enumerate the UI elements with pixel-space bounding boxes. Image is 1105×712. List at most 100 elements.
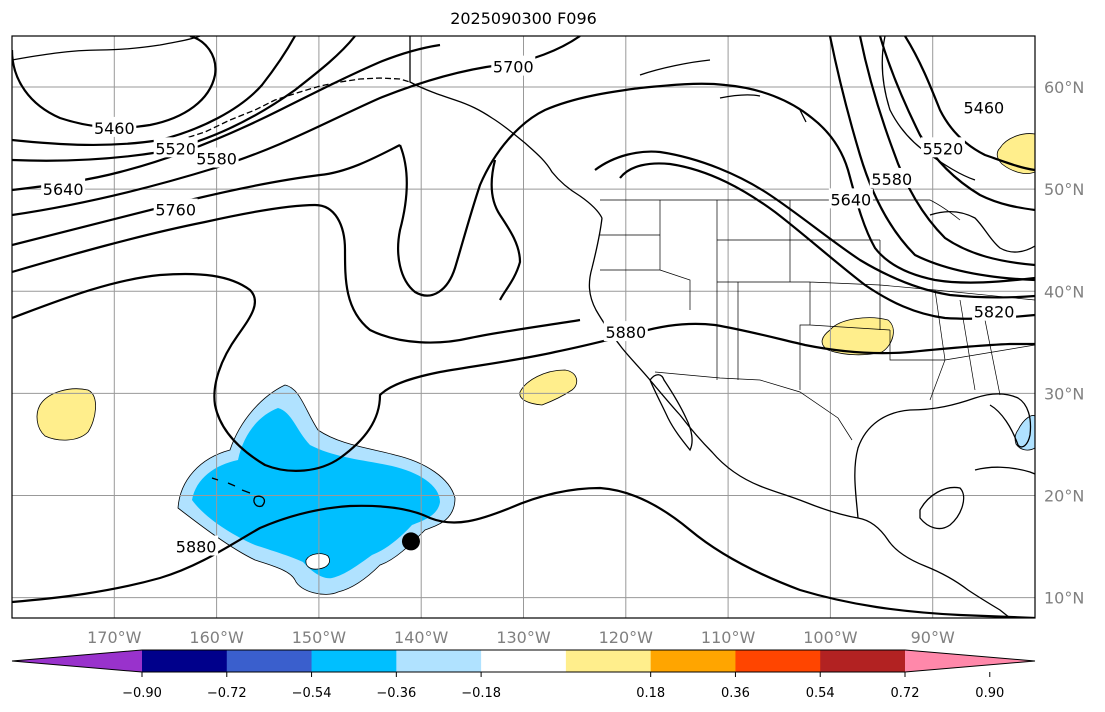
positive-anomaly-quebec: [996, 133, 1035, 174]
colorbar-segment: [650, 650, 736, 672]
chart-title: 2025090300 F096: [450, 9, 597, 28]
colorbar-tick-label: −0.18: [461, 686, 501, 701]
colorbar-segment: [311, 650, 397, 672]
contour-5820-east: [619, 162, 1035, 320]
contour-label: 5880: [176, 538, 217, 557]
cuba: [974, 466, 1035, 475]
colorbar-segment: [481, 650, 567, 672]
contour-label-bg: [153, 137, 198, 158]
contour-label: 5700: [493, 58, 534, 77]
hudson-bay: [881, 36, 976, 181]
contour-label-bg: [153, 198, 198, 219]
colorbar-extend-low: [12, 650, 142, 672]
lon-tick-label: 170°W: [87, 628, 142, 647]
lon-tick-label: 150°W: [292, 628, 347, 647]
contour-5520-east: [878, 36, 1035, 212]
contour-5460-west: [12, 36, 217, 129]
west-coast: [588, 217, 1011, 618]
colorbar-tick-label: 0.36: [721, 686, 750, 701]
siberia-coast: [12, 36, 201, 61]
map-frame: [11, 35, 1036, 619]
colorbar: −0.90 −0.72 −0.54 −0.36 −0.18 0.18 0.36 0.54 0.7…: [11, 649, 1036, 701]
contour-label-bg: [828, 188, 873, 209]
us-mexico-border: [654, 371, 853, 441]
lon-tick-label: 140°W: [394, 628, 449, 647]
colorbar-segment: [820, 650, 906, 672]
contour-5580-west: [12, 36, 356, 162]
colorbar-tick-label: −0.36: [376, 686, 416, 701]
contour-label: 5820: [974, 303, 1015, 322]
contour-labels: 5460552055805640576057005460552055805640…: [41, 55, 1017, 557]
colorbar-tick-label: 0.72: [891, 686, 920, 701]
negative-anomaly-deep: [192, 408, 440, 579]
colorbar-segment: [565, 650, 652, 672]
lat-tick-label: 60°N: [1044, 78, 1084, 97]
lon-tick-label: 130°W: [496, 628, 551, 647]
aleutian-islands: [154, 77, 411, 151]
us-canada-border: [600, 199, 961, 221]
political-borders: [409, 36, 1035, 441]
contour-label-bg: [491, 55, 536, 76]
contour-label: 5640: [43, 180, 84, 199]
great-lakes: [929, 210, 1035, 253]
lat-tick-label: 10°N: [1044, 589, 1084, 608]
contour-5880-hawaii: [12, 272, 1035, 472]
lon-tick-label: 160°W: [189, 628, 244, 647]
contour-label: 5580: [196, 150, 237, 169]
coastlines: [12, 36, 1035, 618]
colorbar-tick-label: 0.54: [806, 686, 835, 701]
contour-label-bg: [961, 96, 1006, 117]
contour-label: 5520: [923, 139, 964, 158]
storm-center-marker: [401, 532, 420, 551]
contour-label: 5460: [963, 98, 1004, 117]
arctic-islands: [639, 59, 807, 123]
positive-anomaly-mid-pacific: [36, 388, 96, 441]
positive-anomaly-baja: [519, 369, 578, 406]
lon-tick-label: 110°W: [701, 628, 756, 647]
lat-tick-label: 20°N: [1044, 486, 1084, 505]
axis-labels: 170°W 160°W 150°W 140°W 130°W 120°W 110°W 100°W…: [87, 78, 1084, 647]
negative-anomaly-hole: [305, 553, 330, 570]
contour-5580-east: [858, 36, 1035, 267]
lat-tick-label: 40°N: [1044, 282, 1084, 301]
contour-label: 5580: [871, 170, 912, 189]
baja-california: [649, 374, 693, 452]
alaska-coast: [409, 36, 603, 219]
contour-label-bg: [920, 137, 965, 158]
contour-label-bg: [603, 321, 648, 342]
colorbar-tick-label: −0.54: [292, 686, 332, 701]
hawaii-islands: [211, 477, 266, 508]
contour-label: 5520: [155, 139, 196, 158]
contour-5880-south: [12, 486, 1035, 618]
contour-5700-trough: [397, 82, 1035, 297]
contour-label: 5640: [831, 190, 872, 209]
lat-tick-label: 50°N: [1044, 180, 1084, 199]
colorbar-segment: [142, 650, 228, 672]
lat-tick-label: 30°N: [1044, 384, 1084, 403]
contour-5760-east: [490, 150, 1035, 301]
colorbar-tick-label: 0.90: [975, 686, 1004, 701]
contour-5760-west: [12, 144, 401, 247]
lon-tick-label: 120°W: [599, 628, 654, 647]
contour-label-bg: [194, 147, 239, 168]
contour-5460-east: [904, 36, 1035, 172]
contour-label: 5880: [605, 323, 646, 342]
contour-label-bg: [41, 178, 86, 199]
colorbar-tick-label: −0.90: [122, 686, 162, 701]
contour-5820-ridge: [12, 203, 581, 344]
colorbar-tick-label: 0.18: [636, 686, 665, 701]
colorbar-extend-high: [905, 650, 1035, 672]
gulf-coast: [854, 393, 1032, 519]
contour-label-bg: [92, 116, 137, 137]
contour-5640-west: [12, 43, 441, 192]
contour-5520-west: [12, 36, 296, 147]
colorbar-segment: [396, 650, 482, 672]
colorbar-tick-label: −0.72: [207, 686, 247, 701]
contour-5640-east: [828, 36, 1035, 282]
contour-label-bg: [972, 300, 1017, 321]
lon-tick-label: 100°W: [803, 628, 858, 647]
yucatan: [919, 486, 965, 530]
colorbar-segment: [226, 650, 313, 672]
contour-label: 5760: [155, 201, 196, 220]
